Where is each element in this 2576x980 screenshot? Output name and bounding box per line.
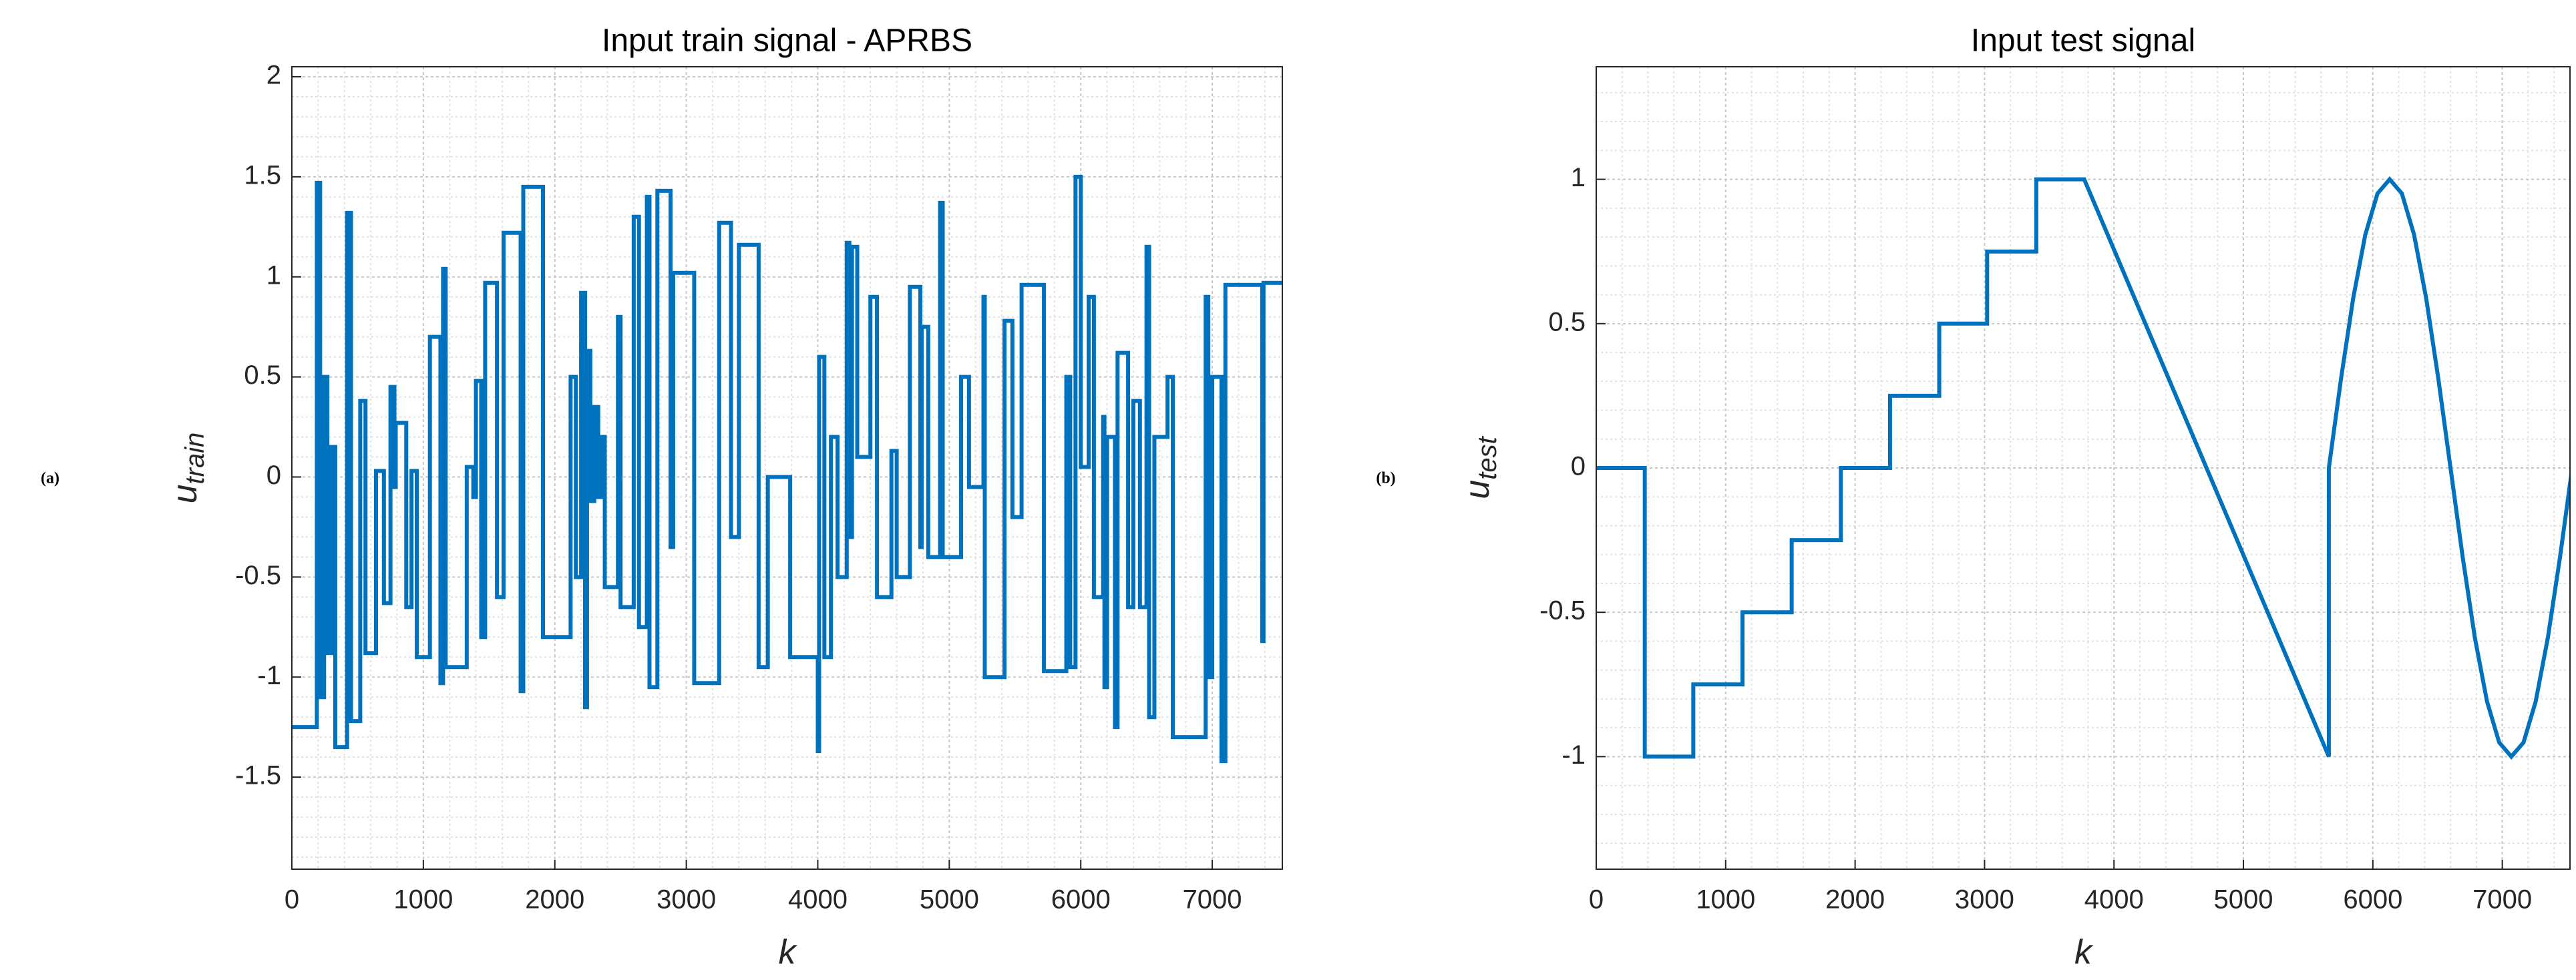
y-tick-label: -1 bbox=[1561, 740, 1586, 770]
axes-box bbox=[1596, 66, 2571, 870]
y-tick-label: -1.5 bbox=[235, 761, 281, 790]
x-tick-label: 6000 bbox=[2343, 885, 2402, 915]
y-axis-label-main: u bbox=[1458, 480, 1497, 499]
x-axis-label: k bbox=[779, 933, 798, 972]
x-axis-label: k bbox=[2074, 933, 2094, 972]
x-tick-label: 0 bbox=[1589, 885, 1604, 915]
y-tick-label: 1 bbox=[266, 260, 281, 290]
y-tick-label: 0.5 bbox=[244, 360, 281, 390]
y-tick-label: 0 bbox=[266, 461, 281, 490]
x-tick-label: 6000 bbox=[1051, 885, 1111, 915]
y-axis-label-subscript: train bbox=[180, 433, 210, 485]
x-tick-label: 3000 bbox=[1955, 885, 2014, 915]
y-tick-label: 0.5 bbox=[1548, 307, 1586, 336]
signal-line bbox=[292, 174, 1282, 764]
y-tick-label: -0.5 bbox=[235, 561, 281, 590]
panel-label: (a) bbox=[41, 470, 59, 487]
x-tick-label: 4000 bbox=[788, 885, 848, 915]
x-tick-label: 7000 bbox=[2472, 885, 2532, 915]
y-axis-label: utest bbox=[1458, 435, 1502, 499]
y-axis-label-main: u bbox=[166, 484, 204, 503]
axes-box bbox=[291, 66, 1283, 870]
x-tick-label: 1000 bbox=[1696, 885, 1755, 915]
subplot: 0 1000 2000 3000 4000 5000 6000 7000 -1 -0.5 0 0.5 1… bbox=[1376, 23, 2571, 972]
x-tick-label: 3000 bbox=[657, 885, 716, 915]
subplot: 0 1000 2000 3000 4000 5000 6000 7000 -1.5 -1 -0.5 0… bbox=[41, 23, 1283, 972]
x-tick-label: 7000 bbox=[1183, 885, 1242, 915]
y-axis-label: utrain bbox=[166, 433, 210, 504]
x-tick-label: 4000 bbox=[2084, 885, 2144, 915]
x-tick-label: 1000 bbox=[393, 885, 453, 915]
y-axis-label-subscript: test bbox=[1473, 435, 1502, 479]
chart-title: Input train signal - APRBS bbox=[602, 23, 972, 59]
panel-label: (b) bbox=[1376, 470, 1395, 487]
chart-title: Input test signal bbox=[1971, 23, 2195, 59]
x-tick-label: 0 bbox=[285, 885, 299, 915]
x-tick-label: 5000 bbox=[920, 885, 979, 915]
y-tick-label: -0.5 bbox=[1539, 596, 1586, 626]
y-tick-label: 1.5 bbox=[244, 160, 281, 190]
x-tick-label: 2000 bbox=[525, 885, 584, 915]
y-tick-label: 1 bbox=[1571, 163, 1586, 192]
y-tick-label: 0 bbox=[1571, 452, 1586, 481]
y-tick-label: -1 bbox=[257, 661, 281, 690]
signal-line bbox=[1596, 176, 2570, 760]
x-tick-label: 5000 bbox=[2214, 885, 2273, 915]
y-tick-label: 2 bbox=[266, 61, 281, 90]
x-tick-label: 2000 bbox=[1825, 885, 1885, 915]
